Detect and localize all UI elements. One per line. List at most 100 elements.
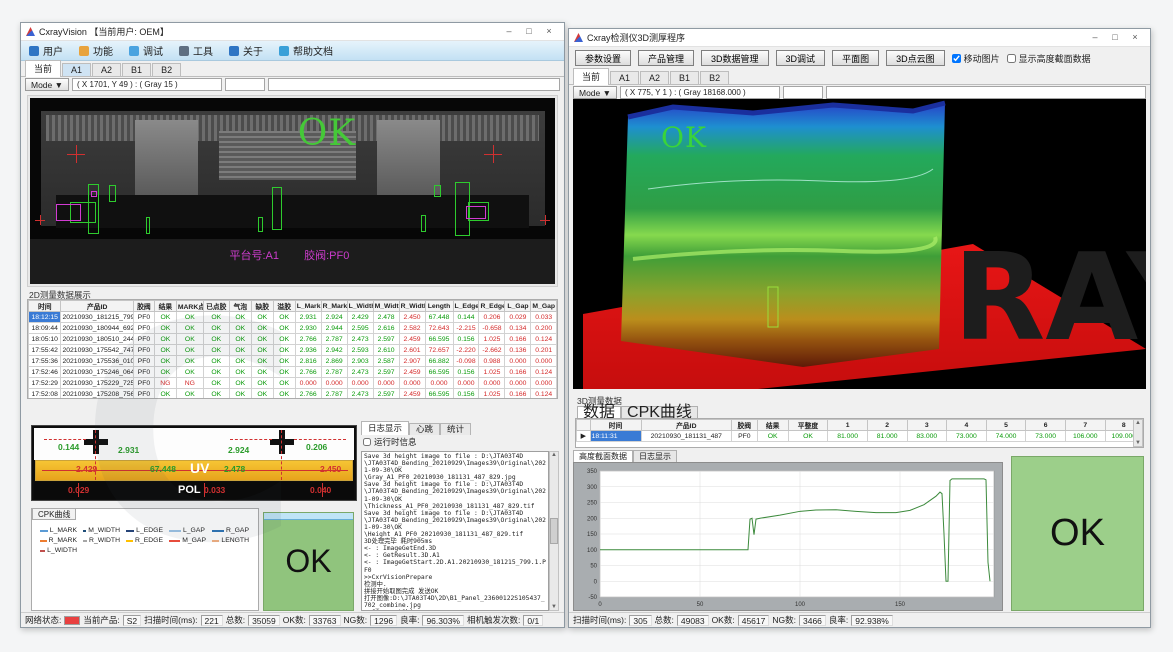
menu-item-2[interactable]: 调试 [129, 43, 163, 58]
tab-A1[interactable]: A1 [62, 63, 91, 76]
table-scrollbar[interactable]: ▲▼ [1133, 419, 1143, 447]
col-header[interactable]: 胶阀 [133, 301, 154, 312]
checkbox[interactable] [1007, 54, 1016, 63]
col-header[interactable]: 时间 [29, 301, 61, 312]
tab-高度截面数据[interactable]: 高度截面数据 [573, 450, 633, 462]
col-header[interactable]: 5 [986, 420, 1026, 431]
scroll-thumb[interactable] [550, 518, 558, 544]
table-row[interactable]: 17:52:2920210930_175229_725PF0NGNGOKOKOK… [29, 378, 557, 389]
col-header[interactable]: 时间 [590, 420, 641, 431]
table-row[interactable]: 17:52:4620210930_175246_064PF0OKOKOKOKOK… [29, 367, 557, 378]
col-header[interactable]: L_Width [347, 301, 373, 312]
table-cell: OK [273, 378, 295, 389]
toolbar-button-0[interactable]: 参数设置 [575, 50, 631, 66]
maximize-icon[interactable]: □ [519, 23, 539, 40]
tab-B2[interactable]: B2 [152, 63, 181, 76]
checkbox[interactable] [952, 54, 961, 63]
col-header[interactable]: 已点胶 [203, 301, 229, 312]
col-header[interactable]: 2 [867, 420, 907, 431]
log-tab-0[interactable]: 日志显示 [361, 421, 409, 435]
col-header[interactable]: L_Gap [505, 301, 531, 312]
toolbar-button-5[interactable]: 3D点云图 [886, 50, 945, 66]
toolbar-button-1[interactable]: 产品管理 [638, 50, 694, 66]
col-header[interactable]: 缺胶 [251, 301, 273, 312]
col-header[interactable]: 1 [828, 420, 868, 431]
col-header[interactable]: 溢胶 [273, 301, 295, 312]
col-header[interactable]: 胶阀 [732, 420, 757, 431]
col-header[interactable]: 平整度 [788, 420, 828, 431]
tab-A1[interactable]: A1 [610, 71, 639, 84]
tab-A2[interactable]: A2 [92, 63, 121, 76]
minimize-icon[interactable]: – [499, 23, 519, 40]
toolbar-button-2[interactable]: 3D数据管理 [701, 50, 769, 66]
col-header[interactable]: 4 [947, 420, 987, 431]
tab-A2[interactable]: A2 [640, 71, 669, 84]
table-row[interactable]: 18:05:1020210930_180510_244PF0OKOKOKOKOK… [29, 334, 557, 345]
toolbar-button-3[interactable]: 3D调试 [776, 50, 826, 66]
col-header[interactable]: R_Width [399, 301, 425, 312]
tab-数据[interactable]: 数据 [577, 406, 621, 418]
table-cell: 2.429 [347, 312, 373, 323]
log-scrollbar[interactable]: ▲▼ [549, 451, 559, 611]
table-cell: 0.124 [531, 367, 557, 378]
tab-B1[interactable]: B1 [670, 71, 699, 84]
log-tab-1[interactable]: 心跳 [409, 423, 440, 435]
col-header[interactable]: 产品ID [641, 420, 732, 431]
right-titlebar[interactable]: Cxray检测仪3D测厚程序 – □ × [569, 29, 1150, 47]
tab-B1[interactable]: B1 [122, 63, 151, 76]
col-header[interactable]: 3 [907, 420, 947, 431]
runtime-info-checkbox[interactable] [363, 438, 371, 446]
measure3d-table-wrap[interactable]: 时间产品ID胶阀结果平整度12345678▶18:11:3120210930_1… [575, 418, 1144, 448]
table-row[interactable]: 18:12:1520210930_181215_799PF0OKOKOKOKOK… [29, 312, 557, 323]
close-icon[interactable]: × [1125, 29, 1145, 46]
log-tab-2[interactable]: 统计 [440, 423, 471, 435]
menu-item-0[interactable]: 用户 [29, 43, 63, 58]
col-header[interactable]: MARK点 [176, 301, 203, 312]
measure-table-wrap[interactable]: 时间产品ID胶阀结果MARK点已点胶气泡缺胶溢胶L_MarkR_MarkL_Wi… [27, 299, 558, 399]
maximize-icon[interactable]: □ [1105, 29, 1125, 46]
col-header[interactable]: M_Gap [531, 301, 557, 312]
menu-item-4[interactable]: 关于 [229, 43, 263, 58]
menu-item-3[interactable]: 工具 [179, 43, 213, 58]
table-cell: 2.459 [399, 334, 425, 345]
col-header[interactable]: 气泡 [229, 301, 251, 312]
col-header[interactable] [577, 420, 591, 431]
col-header[interactable]: R_Edge [479, 301, 505, 312]
table-row[interactable]: 17:52:0820210930_175208_756PF0OKOKOKOKOK… [29, 389, 557, 400]
table-row[interactable]: ▶18:11:3120210930_181131_487PF0OKOK81.00… [577, 431, 1143, 442]
table-row[interactable]: 18:09:4420210930_180944_692PF0OKOKOKOKOK… [29, 323, 557, 334]
tab-日志显示[interactable]: 日志显示 [633, 450, 677, 462]
col-header[interactable]: L_Edge [453, 301, 479, 312]
col-header[interactable]: 7 [1065, 420, 1105, 431]
col-header[interactable]: Length [425, 301, 453, 312]
table-cell: OK [273, 312, 295, 323]
col-header[interactable]: R_Mark [321, 301, 347, 312]
tab-B2[interactable]: B2 [700, 71, 729, 84]
col-header[interactable]: 产品ID [61, 301, 133, 312]
col-header[interactable]: L_Mark [295, 301, 321, 312]
mode-dropdown[interactable]: Mode ▼ [573, 86, 617, 99]
menu-item-1[interactable]: 功能 [79, 43, 113, 58]
mode-dropdown[interactable]: Mode ▼ [25, 78, 69, 91]
tab-当前[interactable]: 当前 [25, 60, 61, 77]
col-header[interactable]: 结果 [757, 420, 788, 431]
table-cell: 67.448 [425, 312, 453, 323]
table-cell: 20210930_181215_799 [61, 312, 133, 323]
col-header[interactable]: 6 [1026, 420, 1066, 431]
table-row[interactable]: 17:55:4220210930_175542_747PF0OKOKOKOKOK… [29, 345, 557, 356]
col-header[interactable]: M_Width [373, 301, 399, 312]
table-cell: 83.000 [907, 431, 947, 442]
left-titlebar[interactable]: CxrayVision 【当前用户: OEM】 – □ × [21, 23, 564, 41]
menu-item-5[interactable]: 帮助文档 [279, 43, 333, 58]
table-row[interactable]: 17:55:3620210930_175536_010PF0OKOKOKOKOK… [29, 356, 557, 367]
xray-image[interactable]: OK 平台号:A1 胶阀:PF0 [30, 98, 555, 284]
toolbar-button-4[interactable]: 平面图 [832, 50, 879, 66]
close-icon[interactable]: × [539, 23, 559, 40]
table-cell: 2.450 [399, 312, 425, 323]
cpk-tab[interactable]: CPK曲线 [32, 508, 76, 520]
tab-当前[interactable]: 当前 [573, 68, 609, 85]
view3d[interactable]: OK RAY® [573, 99, 1146, 389]
col-header[interactable]: 结果 [154, 301, 176, 312]
minimize-icon[interactable]: – [1085, 29, 1105, 46]
tab-CPK曲线[interactable]: CPK曲线 [621, 406, 698, 418]
